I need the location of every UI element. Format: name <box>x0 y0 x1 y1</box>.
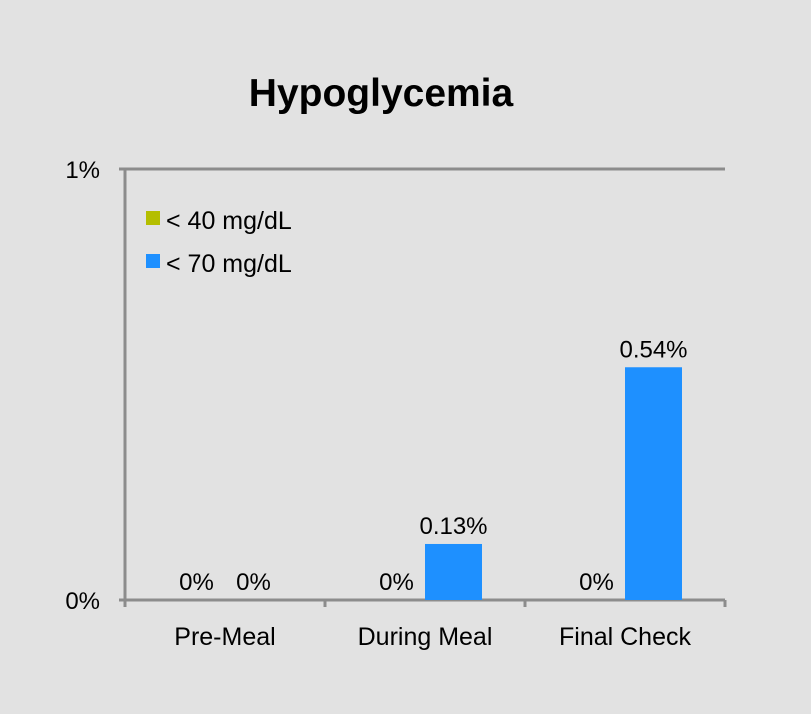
legend-swatch <box>146 211 160 225</box>
x-tick-label: During Meal <box>358 623 493 651</box>
bars <box>425 367 682 600</box>
y-tick-label: 0% <box>65 588 100 615</box>
data-label: 0% <box>179 569 214 596</box>
x-tick-label: Pre-Meal <box>174 623 275 651</box>
bar <box>425 543 482 600</box>
legend-label: < 40 mg/dL <box>166 207 292 235</box>
data-labels: 0% 0% 0% 0.13% 0% 0.54% <box>179 336 687 596</box>
legend-label: < 70 mg/dL <box>166 250 292 278</box>
legend: < 40 mg/dL < 70 mg/dL <box>146 207 292 278</box>
data-label: 0.54% <box>619 336 687 363</box>
x-tick-label: Final Check <box>559 623 691 651</box>
chart-title: Hypoglycemia <box>249 72 514 115</box>
data-label: 0% <box>236 569 271 596</box>
legend-swatch <box>146 254 160 268</box>
data-label: 0% <box>579 569 614 596</box>
bar <box>625 367 682 600</box>
data-label: 0% <box>379 569 414 596</box>
data-label: 0.13% <box>419 513 487 540</box>
axes: 0% 1% Pre-Meal During Meal Final Check <box>65 157 727 651</box>
y-tick-label: 1% <box>65 157 100 184</box>
